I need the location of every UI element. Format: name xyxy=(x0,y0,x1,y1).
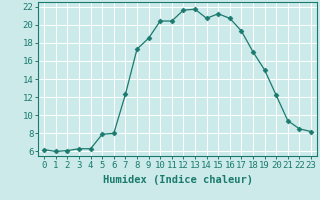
X-axis label: Humidex (Indice chaleur): Humidex (Indice chaleur) xyxy=(103,175,252,185)
